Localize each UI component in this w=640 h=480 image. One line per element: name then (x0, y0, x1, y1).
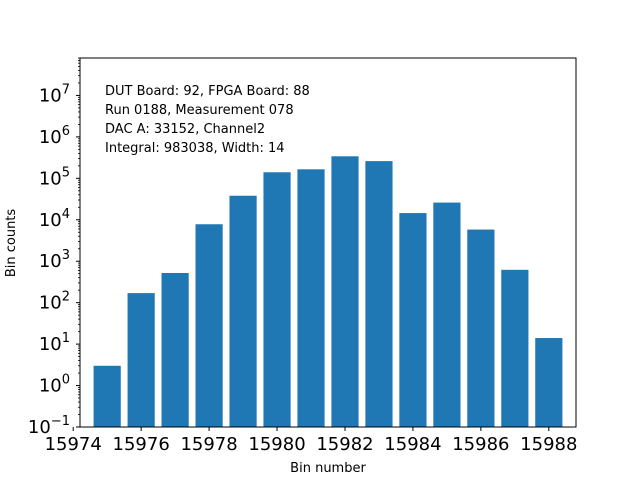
bar-15977 (161, 272, 189, 427)
plot-frame (79, 57, 577, 428)
y-tick-exponent: 6 (62, 124, 70, 139)
bar-15986 (467, 229, 495, 427)
y-tick-label: 101 (39, 331, 70, 355)
y-tick-base: 10 (39, 210, 62, 231)
y-tick-label: 102 (39, 290, 70, 314)
bar-15978 (195, 224, 223, 427)
y-tick-label: 107 (39, 82, 70, 106)
y-tick-base: 10 (39, 376, 62, 397)
y-tick-label: 104 (39, 207, 70, 231)
y-tick-base: 10 (39, 85, 62, 106)
bar-15980 (263, 172, 291, 427)
bar-15982 (331, 156, 359, 428)
bar-15976 (127, 293, 155, 427)
bar-15979 (229, 195, 257, 427)
x-tick-label: 15984 (384, 434, 441, 455)
y-tick-exponent: 0 (62, 373, 70, 388)
bar-15983 (365, 161, 393, 427)
x-tick-label: 15976 (113, 434, 170, 455)
annotation-line: DUT Board: 92, FPGA Board: 88 (105, 84, 310, 99)
x-axis-label: Bin number (290, 461, 366, 476)
y-tick-exponent: 1 (62, 331, 70, 346)
y-tick-base: 10 (28, 417, 51, 438)
y-tick-label: 10−1 (28, 414, 70, 438)
y-tick-base: 10 (39, 127, 62, 148)
annotation-block: DUT Board: 92, FPGA Board: 88 Run 0188, M… (105, 84, 310, 156)
x-axis-ticks: 15974 15976 15978 15980 15982 15984 15986 15988 (45, 427, 577, 455)
annotation-line: Integral: 983038, Width: 14 (105, 141, 285, 156)
y-tick-base: 10 (39, 293, 62, 314)
y-tick-base: 10 (39, 168, 62, 189)
y-axis-label: Bin counts (4, 209, 19, 278)
y-tick-exponent: 5 (62, 165, 70, 180)
y-tick-label: 106 (39, 124, 70, 148)
x-tick-label: 15974 (45, 434, 102, 455)
y-tick-label: 105 (39, 165, 70, 189)
bar-15988 (535, 338, 563, 427)
x-tick-label: 15980 (248, 434, 305, 455)
annotation-line: Run 0188, Measurement 078 (105, 103, 294, 118)
bar-15981 (297, 169, 325, 427)
y-tick-exponent: 4 (62, 207, 70, 222)
y-tick-base: 10 (39, 251, 62, 272)
x-tick-label: 15986 (452, 434, 509, 455)
y-tick-label: 100 (39, 373, 70, 397)
y-tick-base: 10 (39, 334, 62, 355)
bar-15984 (399, 213, 427, 427)
annotation-line: DAC A: 33152, Channel2 (105, 122, 265, 137)
x-tick-label: 15978 (180, 434, 237, 455)
bar-15987 (501, 269, 529, 427)
x-tick-label: 15982 (316, 434, 373, 455)
y-tick-label: 103 (39, 248, 70, 272)
bar-15985 (433, 202, 461, 427)
y-tick-exponent: 7 (62, 82, 70, 97)
y-tick-exponent: −1 (51, 414, 70, 429)
x-tick-label: 15988 (520, 434, 577, 455)
y-tick-exponent: 2 (62, 290, 70, 305)
bar-15975 (93, 365, 121, 427)
y-tick-exponent: 3 (62, 248, 70, 263)
bars-group (93, 156, 563, 428)
